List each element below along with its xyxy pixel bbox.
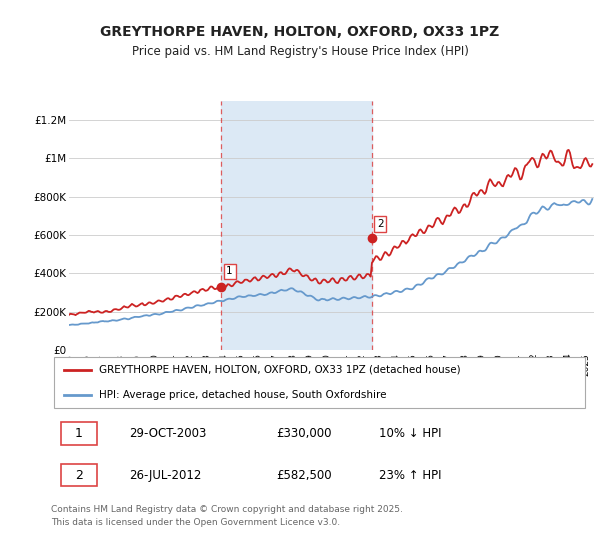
Text: 1: 1	[75, 427, 83, 440]
Text: 2: 2	[75, 469, 83, 482]
Text: £330,000: £330,000	[277, 427, 332, 440]
Text: 26-JUL-2012: 26-JUL-2012	[129, 469, 201, 482]
FancyBboxPatch shape	[61, 464, 97, 487]
Text: 2: 2	[377, 219, 383, 229]
Bar	[221, 101, 371, 350]
Text: GREYTHORPE HAVEN, HOLTON, OXFORD, OX33 1PZ (detached house): GREYTHORPE HAVEN, HOLTON, OXFORD, OX33 1…	[100, 365, 461, 375]
Text: GREYTHORPE HAVEN, HOLTON, OXFORD, OX33 1PZ: GREYTHORPE HAVEN, HOLTON, OXFORD, OX33 1…	[100, 25, 500, 39]
Text: 23% ↑ HPI: 23% ↑ HPI	[379, 469, 441, 482]
Text: 10% ↓ HPI: 10% ↓ HPI	[379, 427, 441, 440]
Text: 1: 1	[226, 267, 233, 277]
FancyBboxPatch shape	[53, 357, 586, 408]
Text: HPI: Average price, detached house, South Oxfordshire: HPI: Average price, detached house, Sout…	[100, 390, 387, 400]
Text: Contains HM Land Registry data © Crown copyright and database right 2025.
This d: Contains HM Land Registry data © Crown c…	[51, 505, 403, 526]
FancyBboxPatch shape	[61, 422, 97, 445]
Text: Price paid vs. HM Land Registry's House Price Index (HPI): Price paid vs. HM Land Registry's House …	[131, 45, 469, 58]
Text: £582,500: £582,500	[277, 469, 332, 482]
Text: 29-OCT-2003: 29-OCT-2003	[129, 427, 206, 440]
